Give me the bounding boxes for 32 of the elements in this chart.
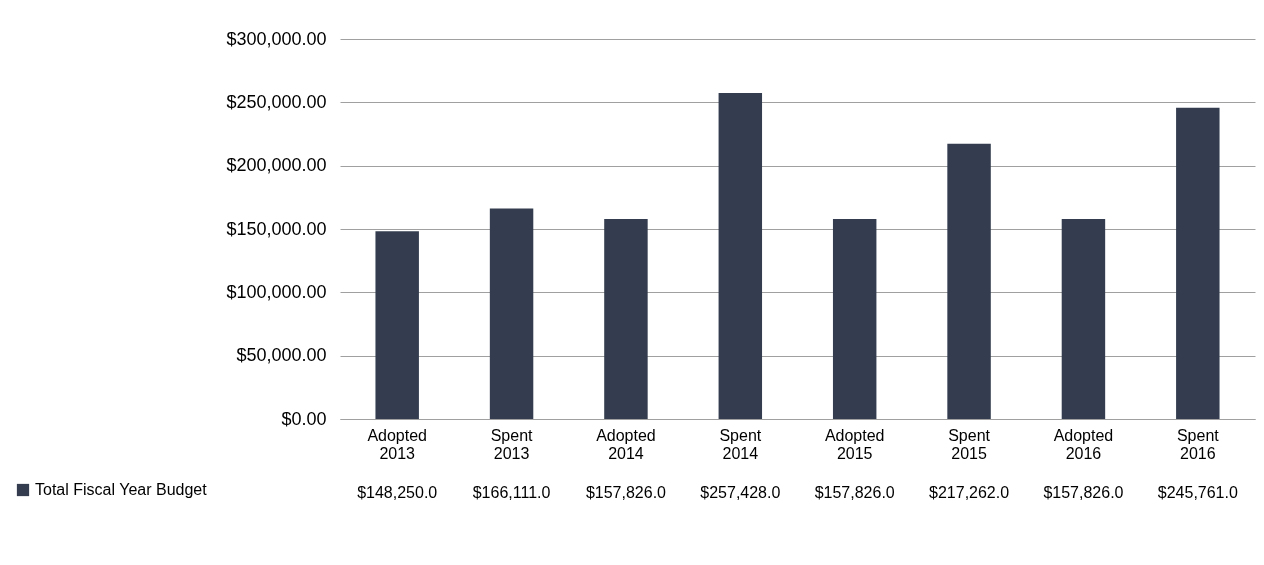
x-tick-label: Adopted 2015 xyxy=(824,426,885,462)
y-tick-label: $100,000.00 xyxy=(226,281,327,302)
data-label: $245,761.0 xyxy=(1157,484,1238,501)
y-tick-label: $150,000.00 xyxy=(226,218,327,239)
bar xyxy=(947,143,991,419)
y-tick-label: $300,000.00 xyxy=(226,28,327,49)
y-tick-label: $250,000.00 xyxy=(226,91,327,112)
x-tick-label: Adopted 2016 xyxy=(1053,426,1114,462)
data-label: $157,826.0 xyxy=(814,484,895,501)
x-tick-label: Spent 2013 xyxy=(490,426,534,462)
x-tick-label: Spent 2015 xyxy=(948,426,991,462)
x-tick-label: Adopted 2013 xyxy=(367,426,427,462)
x-tick-label: Spent 2014 xyxy=(719,426,762,462)
data-label: $148,250.0 xyxy=(357,484,438,501)
data-label: $166,111.0 xyxy=(472,484,551,501)
x-tick-label: Adopted 2014 xyxy=(596,426,656,462)
bar xyxy=(1176,107,1220,419)
data-label: $217,262.0 xyxy=(929,484,1010,501)
x-tick-label: Spent 2016 xyxy=(1176,426,1220,462)
bar xyxy=(604,219,648,419)
data-label: $157,826.0 xyxy=(585,484,667,501)
data-label: $157,826.0 xyxy=(1043,484,1124,501)
bar xyxy=(1061,219,1106,419)
bar xyxy=(832,219,877,419)
data-label: $257,428.0 xyxy=(700,484,781,501)
legend-label: Total Fiscal Year Budget xyxy=(35,481,208,498)
bar xyxy=(718,92,763,419)
y-tick-label: $0.00 xyxy=(281,408,327,429)
y-tick-label: $200,000.00 xyxy=(226,155,327,176)
y-tick-label: $50,000.00 xyxy=(236,345,327,366)
bar xyxy=(489,208,534,419)
bar xyxy=(375,231,419,419)
